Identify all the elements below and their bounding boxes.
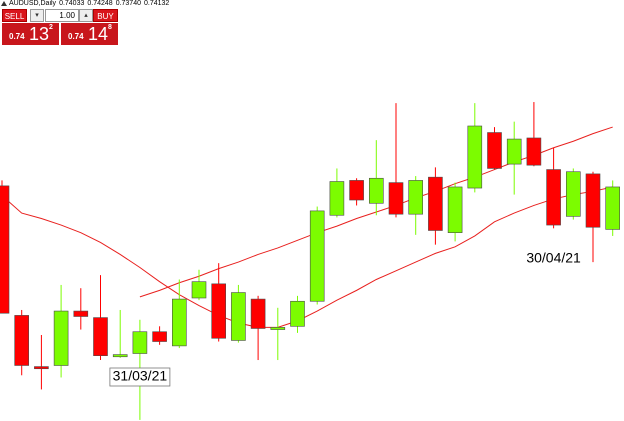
sell-price[interactable]: 0.74 13 2 xyxy=(2,23,59,45)
sell-button[interactable]: SELL xyxy=(2,9,27,22)
candle-body xyxy=(467,125,483,189)
candle-body xyxy=(428,176,443,231)
candle-body xyxy=(408,180,424,215)
candle-body xyxy=(73,310,89,317)
candle-body xyxy=(0,185,10,314)
price-fraction: 2 xyxy=(49,24,53,31)
candle-body xyxy=(231,292,246,341)
candle-body xyxy=(329,181,345,216)
candle-body xyxy=(152,331,167,342)
candle-body xyxy=(309,210,325,302)
candle-body xyxy=(388,182,404,215)
candle-body xyxy=(270,327,286,330)
candle-body xyxy=(546,169,561,226)
candle-body xyxy=(172,298,187,347)
candle-body xyxy=(93,317,108,356)
date-label: 31/03/21 xyxy=(113,368,168,384)
price-pips: 14 xyxy=(88,24,109,44)
candle-body xyxy=(132,331,148,354)
volume-input[interactable]: 1.00 xyxy=(45,9,79,22)
candle-body xyxy=(290,300,305,327)
candle-body xyxy=(487,132,502,169)
volume-up[interactable]: ▴ xyxy=(79,9,93,22)
close: 0.74132 xyxy=(144,0,170,7)
candle-body xyxy=(565,171,581,217)
candle-body xyxy=(191,281,207,299)
high: 0.74248 xyxy=(87,0,113,7)
candle-body xyxy=(605,186,621,230)
price-big: 0.74 xyxy=(68,32,84,41)
chart-header: AUDUSD,Daily 0.74033 0.74248 0.73740 0.74132 xyxy=(9,0,172,7)
buy-price[interactable]: 0.74 14 8 xyxy=(61,23,118,45)
date-label-box xyxy=(109,367,171,387)
open: 0.74033 xyxy=(59,0,85,7)
symbol: AUDUSD,Daily xyxy=(9,0,57,7)
volume-down[interactable]: ▾ xyxy=(30,9,44,22)
price-big: 0.74 xyxy=(9,32,25,41)
candle-body xyxy=(211,283,226,339)
candle-body xyxy=(526,137,542,166)
candle-body xyxy=(349,180,364,201)
low: 0.73740 xyxy=(115,0,141,7)
candle-body xyxy=(112,354,128,358)
candle-body xyxy=(14,315,29,366)
candle-body xyxy=(585,173,601,228)
candle-body xyxy=(368,177,384,204)
candle-body xyxy=(53,310,69,366)
candle-body xyxy=(250,298,266,329)
symbol-icon xyxy=(1,1,7,6)
buy-button[interactable]: BUY xyxy=(93,9,118,22)
date-label: 30/04/21 xyxy=(526,250,581,266)
candle-body xyxy=(506,138,522,165)
candle-body xyxy=(34,366,49,370)
moving-average xyxy=(1,186,613,328)
price-pips: 13 xyxy=(29,24,50,44)
candle-body xyxy=(447,186,463,233)
price-fraction: 8 xyxy=(108,24,112,31)
